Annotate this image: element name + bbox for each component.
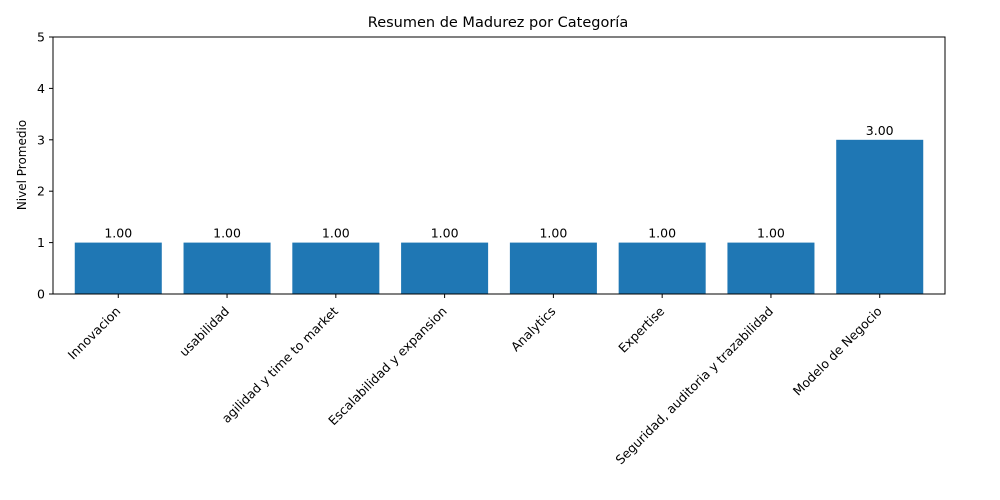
bar bbox=[727, 242, 815, 294]
bar bbox=[836, 139, 924, 294]
bar bbox=[74, 242, 162, 294]
x-tick-label: Innovacion bbox=[65, 304, 124, 363]
bar bbox=[618, 242, 706, 294]
y-tick-label: 2 bbox=[37, 184, 45, 199]
y-tick-label: 0 bbox=[37, 287, 45, 302]
data-label: 1.00 bbox=[757, 226, 785, 241]
x-tick-label: Expertise bbox=[615, 303, 667, 355]
bar bbox=[183, 242, 271, 294]
bars-group: 1.00 1.00 1.00 1.00 1.00 1.00 1.00 3.00 bbox=[74, 123, 924, 294]
data-label: 1.00 bbox=[322, 226, 350, 241]
x-tick-label: Analytics bbox=[508, 304, 559, 355]
data-label: 1.00 bbox=[431, 226, 459, 241]
y-axis-label: Nivel Promedio bbox=[15, 120, 29, 210]
data-label: 1.00 bbox=[104, 226, 132, 241]
data-label: 1.00 bbox=[648, 226, 676, 241]
y-tick-label: 3 bbox=[37, 132, 45, 147]
bar bbox=[509, 242, 597, 294]
plot-frame bbox=[52, 36, 946, 295]
chart-title: Resumen de Madurez por Categoría bbox=[368, 15, 628, 31]
data-label: 1.00 bbox=[539, 226, 567, 241]
bar bbox=[401, 242, 489, 294]
x-tick-label: agilidad y time to market bbox=[219, 303, 341, 425]
x-tick-label: Escalabilidad y expansion bbox=[325, 304, 450, 429]
bar bbox=[292, 242, 380, 294]
y-tick-label: 4 bbox=[37, 81, 45, 96]
y-tick-label: 5 bbox=[37, 30, 45, 45]
x-tick-label: usabilidad bbox=[176, 304, 232, 360]
x-tick-label: Modelo de Negocio bbox=[790, 304, 885, 399]
data-label: 1.00 bbox=[213, 226, 241, 241]
y-axis-ticks: 0 1 2 3 4 5 bbox=[37, 30, 53, 302]
y-tick-label: 1 bbox=[37, 235, 45, 250]
data-label: 3.00 bbox=[866, 123, 894, 138]
